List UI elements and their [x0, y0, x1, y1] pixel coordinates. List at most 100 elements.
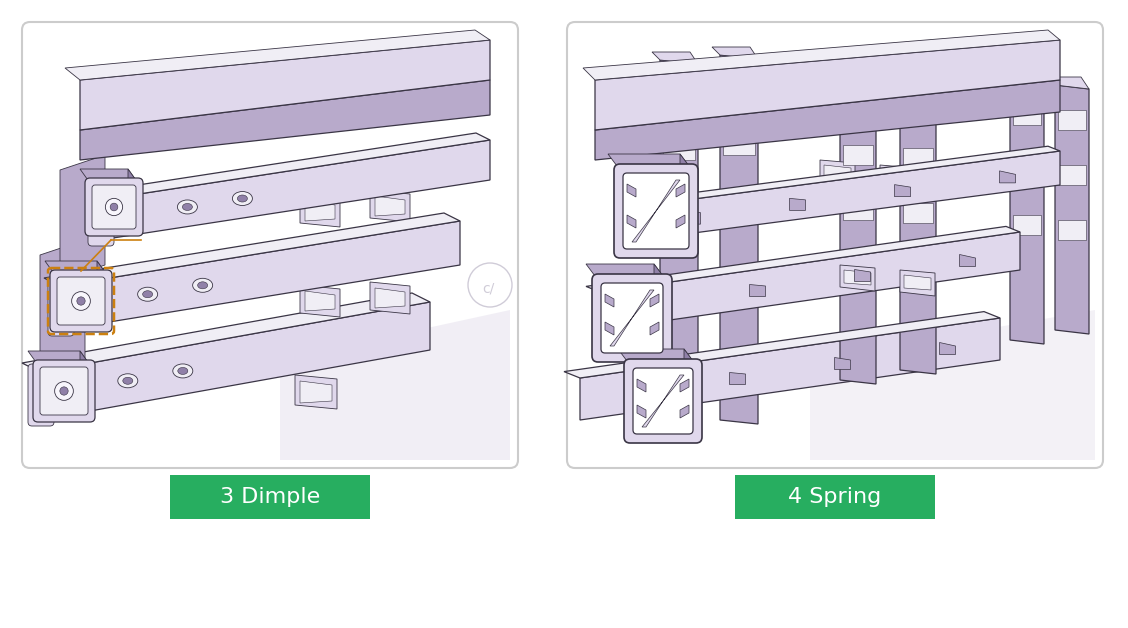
FancyBboxPatch shape — [49, 278, 74, 336]
Bar — [663, 140, 695, 160]
Polygon shape — [632, 180, 680, 242]
Polygon shape — [625, 387, 641, 399]
Polygon shape — [840, 65, 876, 384]
FancyBboxPatch shape — [50, 270, 112, 332]
Polygon shape — [86, 133, 490, 200]
Polygon shape — [637, 405, 646, 418]
Polygon shape — [684, 349, 696, 437]
Polygon shape — [720, 55, 758, 424]
Ellipse shape — [63, 384, 82, 398]
Circle shape — [111, 203, 117, 211]
Polygon shape — [45, 261, 107, 275]
Circle shape — [77, 297, 85, 305]
Polygon shape — [594, 80, 1060, 160]
Polygon shape — [370, 190, 409, 222]
Polygon shape — [300, 381, 332, 403]
Circle shape — [60, 387, 68, 395]
Polygon shape — [1002, 72, 1045, 84]
Bar — [904, 148, 933, 168]
Polygon shape — [587, 264, 666, 280]
Polygon shape — [855, 269, 871, 281]
Polygon shape — [305, 201, 335, 221]
Polygon shape — [618, 349, 696, 365]
Ellipse shape — [237, 195, 247, 202]
Polygon shape — [730, 372, 746, 384]
Polygon shape — [280, 310, 510, 460]
Polygon shape — [305, 291, 335, 311]
Bar — [1058, 220, 1086, 240]
Polygon shape — [1055, 85, 1089, 334]
Polygon shape — [65, 30, 490, 80]
Polygon shape — [880, 165, 915, 191]
Polygon shape — [80, 351, 90, 417]
Polygon shape — [627, 184, 636, 197]
Polygon shape — [44, 213, 460, 286]
Ellipse shape — [138, 287, 158, 301]
FancyBboxPatch shape — [601, 283, 663, 353]
Bar — [663, 85, 695, 105]
FancyBboxPatch shape — [28, 364, 54, 426]
Polygon shape — [587, 227, 1020, 292]
Ellipse shape — [68, 387, 78, 394]
Polygon shape — [605, 294, 614, 307]
Ellipse shape — [127, 212, 138, 219]
Ellipse shape — [178, 367, 187, 374]
Polygon shape — [39, 240, 85, 385]
Ellipse shape — [123, 377, 133, 384]
Polygon shape — [1010, 80, 1045, 344]
Polygon shape — [374, 196, 405, 216]
FancyBboxPatch shape — [85, 178, 143, 236]
Circle shape — [54, 382, 73, 401]
Circle shape — [72, 291, 90, 310]
FancyBboxPatch shape — [624, 359, 702, 443]
Polygon shape — [627, 215, 636, 228]
Polygon shape — [790, 198, 805, 210]
Polygon shape — [608, 154, 691, 170]
FancyBboxPatch shape — [58, 277, 105, 325]
Ellipse shape — [193, 278, 213, 292]
Text: 4 Spring: 4 Spring — [788, 487, 882, 507]
Polygon shape — [749, 284, 766, 296]
FancyBboxPatch shape — [567, 22, 1103, 468]
Bar — [1013, 105, 1041, 125]
Bar — [735, 475, 935, 519]
Polygon shape — [600, 232, 1020, 330]
FancyBboxPatch shape — [614, 164, 698, 258]
FancyBboxPatch shape — [39, 367, 88, 415]
Polygon shape — [900, 270, 935, 296]
Polygon shape — [680, 379, 689, 392]
Ellipse shape — [142, 291, 152, 298]
Polygon shape — [685, 212, 700, 224]
Bar — [843, 200, 873, 220]
Circle shape — [105, 198, 123, 215]
Bar — [1013, 160, 1041, 180]
Polygon shape — [39, 302, 430, 420]
Polygon shape — [999, 171, 1015, 183]
Polygon shape — [605, 322, 614, 335]
FancyBboxPatch shape — [23, 22, 518, 468]
Polygon shape — [820, 160, 855, 186]
Polygon shape — [100, 140, 490, 240]
FancyBboxPatch shape — [633, 368, 693, 434]
Bar — [904, 203, 933, 223]
Polygon shape — [835, 357, 851, 369]
Bar — [1058, 165, 1086, 185]
Bar — [904, 93, 933, 113]
Polygon shape — [374, 288, 405, 308]
Polygon shape — [300, 195, 340, 227]
Bar — [1013, 215, 1041, 235]
FancyBboxPatch shape — [33, 360, 95, 422]
Ellipse shape — [123, 208, 142, 222]
Ellipse shape — [177, 200, 197, 214]
Polygon shape — [940, 342, 955, 354]
Polygon shape — [583, 30, 1060, 80]
Bar — [843, 145, 873, 165]
Ellipse shape — [88, 300, 98, 306]
FancyBboxPatch shape — [92, 185, 136, 229]
Polygon shape — [28, 351, 90, 365]
Polygon shape — [892, 60, 936, 72]
Polygon shape — [80, 40, 490, 130]
Ellipse shape — [173, 364, 193, 378]
Bar — [170, 475, 370, 519]
Polygon shape — [650, 294, 659, 307]
